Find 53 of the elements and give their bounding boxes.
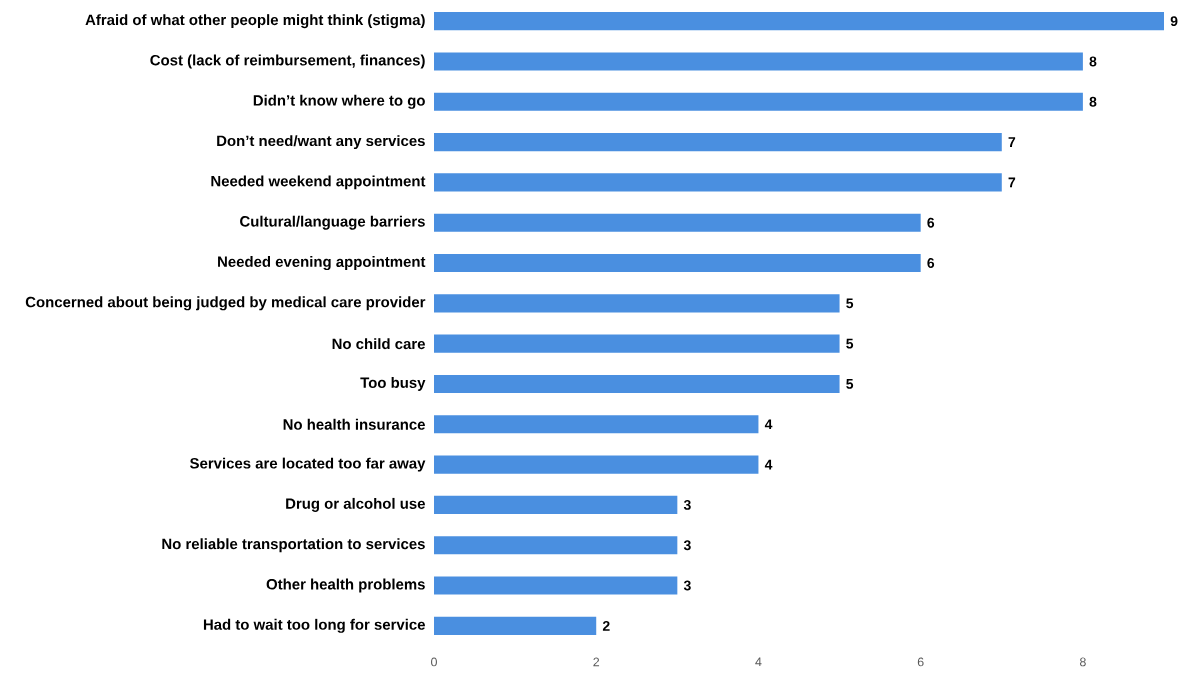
- bar: [434, 495, 678, 514]
- bar: [434, 455, 759, 474]
- y-tick-label: No health insurance: [283, 418, 425, 430]
- data-label: 6: [927, 217, 935, 228]
- bar: [434, 12, 1164, 31]
- x-tick-label: 4: [755, 657, 762, 667]
- data-label: 3: [683, 580, 691, 591]
- y-tick-label: Other health problems: [266, 578, 425, 593]
- y-tick-label: Needed evening appointment: [218, 256, 426, 271]
- data-label: 4: [764, 419, 773, 430]
- data-label: 2: [602, 620, 610, 631]
- y-tick-label: Services are located too far away: [190, 457, 426, 472]
- data-label: 5: [846, 379, 854, 389]
- y-tick-label: Cultural/language barriers: [240, 215, 425, 230]
- y-tick-label: Drug or alcohol use: [286, 497, 425, 512]
- y-tick-label: Concerned about being judged by medical care provider: [25, 296, 426, 311]
- y-tick-label: Had to wait too long for service: [203, 618, 425, 633]
- y-tick-label: Afraid of what other people might think (stigma): [85, 14, 425, 29]
- data-label: 9: [1170, 16, 1178, 27]
- data-label: 6: [927, 258, 935, 268]
- x-tick-label: 8: [1079, 657, 1086, 667]
- y-tick-label: No child care: [332, 338, 425, 350]
- data-label: 7: [1008, 137, 1016, 147]
- data-label: 8: [1089, 56, 1097, 67]
- bar: [434, 536, 678, 555]
- bar: [434, 616, 597, 635]
- y-tick-label: Needed weekend appointment: [211, 175, 426, 190]
- bar: [434, 213, 921, 232]
- bar: [434, 133, 1002, 152]
- y-tick-label: Didn’t know where to go: [253, 94, 425, 109]
- bar: [434, 92, 1083, 111]
- data-label: 3: [683, 499, 691, 510]
- y-tick-label: Too busy: [360, 377, 426, 391]
- y-tick-label: Cost (lack of reimbursement, finances): [150, 54, 425, 69]
- bar: [434, 294, 840, 313]
- bar: [434, 415, 759, 434]
- bar: [434, 173, 1002, 192]
- y-tick-label: No reliable transportation to services: [162, 538, 425, 553]
- bar: [434, 576, 678, 595]
- data-label: 5: [846, 338, 854, 349]
- bar: [434, 374, 840, 394]
- bar: [434, 253, 921, 273]
- bar: [434, 52, 1083, 71]
- data-label: 5: [846, 298, 854, 309]
- data-label: 3: [683, 540, 691, 551]
- data-label: 4: [764, 459, 773, 470]
- x-tick-label: 2: [593, 657, 600, 667]
- x-tick-label: 0: [431, 657, 437, 667]
- data-label: 8: [1089, 96, 1097, 107]
- bar: [434, 334, 840, 353]
- data-label: 7: [1008, 177, 1016, 188]
- y-tick-label: Don’t need/want any services: [217, 135, 425, 150]
- x-tick-label: 6: [917, 657, 924, 667]
